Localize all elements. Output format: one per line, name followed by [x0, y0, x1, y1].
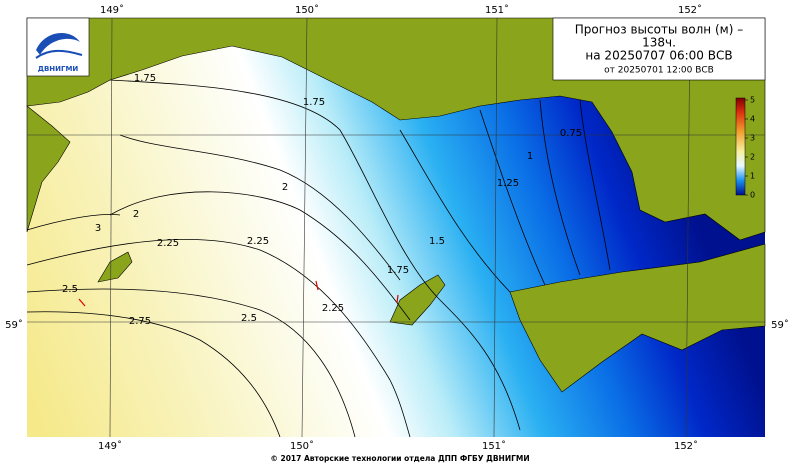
contour-label: 2 — [133, 209, 139, 220]
contour-label: 2.25 — [157, 238, 179, 249]
contour-label: 2 — [282, 182, 288, 193]
wave-arrows — [78, 280, 399, 307]
title: 138ч. — [642, 36, 676, 50]
land-south-east — [509, 243, 766, 393]
contour-label: 1.25 — [497, 178, 519, 189]
footer: © 2017 Авторские технологии отдела ДПП Ф… — [270, 454, 529, 463]
island — [389, 274, 446, 326]
longitude-label: 151˚ — [485, 4, 509, 16]
logo-text: ДВНИГМИ — [38, 65, 79, 73]
contour-label: 1.75 — [303, 97, 325, 108]
logo-icon — [35, 49, 83, 59]
latitude-label: 59˚ — [5, 319, 23, 331]
contour-label: 2.25 — [247, 236, 269, 247]
graticule — [27, 17, 765, 438]
contour-label: 1.75 — [134, 73, 156, 84]
subtitle: от 20250701 12:00 ВСВ — [604, 66, 714, 76]
longitude-label: 152˚ — [674, 440, 698, 452]
contour-label: 2.75 — [129, 316, 151, 327]
contour-label: 1.5 — [429, 236, 445, 247]
latitude-label: 59˚ — [771, 319, 789, 331]
contour-label: 1 — [527, 151, 533, 162]
colorbar — [735, 97, 746, 196]
longitude-label: 149˚ — [100, 4, 124, 16]
contour-label: 3 — [95, 223, 101, 234]
island — [97, 251, 133, 283]
contour-label: 1.75 — [387, 265, 409, 276]
longitude-label: 150˚ — [290, 440, 314, 452]
longitude-label: 152˚ — [678, 4, 702, 16]
contours — [26, 79, 611, 438]
longitude-label: 151˚ — [482, 440, 506, 452]
logo-box — [26, 17, 90, 77]
colorbar-tick-label: 4 — [750, 115, 755, 124]
title-box — [552, 17, 766, 81]
longitude-label: 149˚ — [98, 440, 122, 452]
colorbar-tick-label: 3 — [750, 134, 755, 143]
colorbar-tick-label: 2 — [750, 153, 755, 162]
contour-label: 2.5 — [62, 284, 78, 295]
logo-icon — [36, 32, 80, 55]
land-west — [26, 105, 71, 233]
colorbar-tick-label: 1 — [750, 172, 755, 181]
longitude-label: 150˚ — [295, 4, 319, 16]
title: Прогноз высоты волн (м) – — [575, 23, 743, 37]
contour-label: 2.5 — [241, 313, 257, 324]
contour-label: 2.25 — [322, 303, 344, 314]
colorbar-tick-label: 0 — [750, 191, 755, 200]
contour-label: 0.75 — [560, 128, 582, 139]
colorbar-tick-label: 5 — [750, 96, 755, 105]
title: на 20250707 06:00 ВСВ — [585, 49, 732, 63]
